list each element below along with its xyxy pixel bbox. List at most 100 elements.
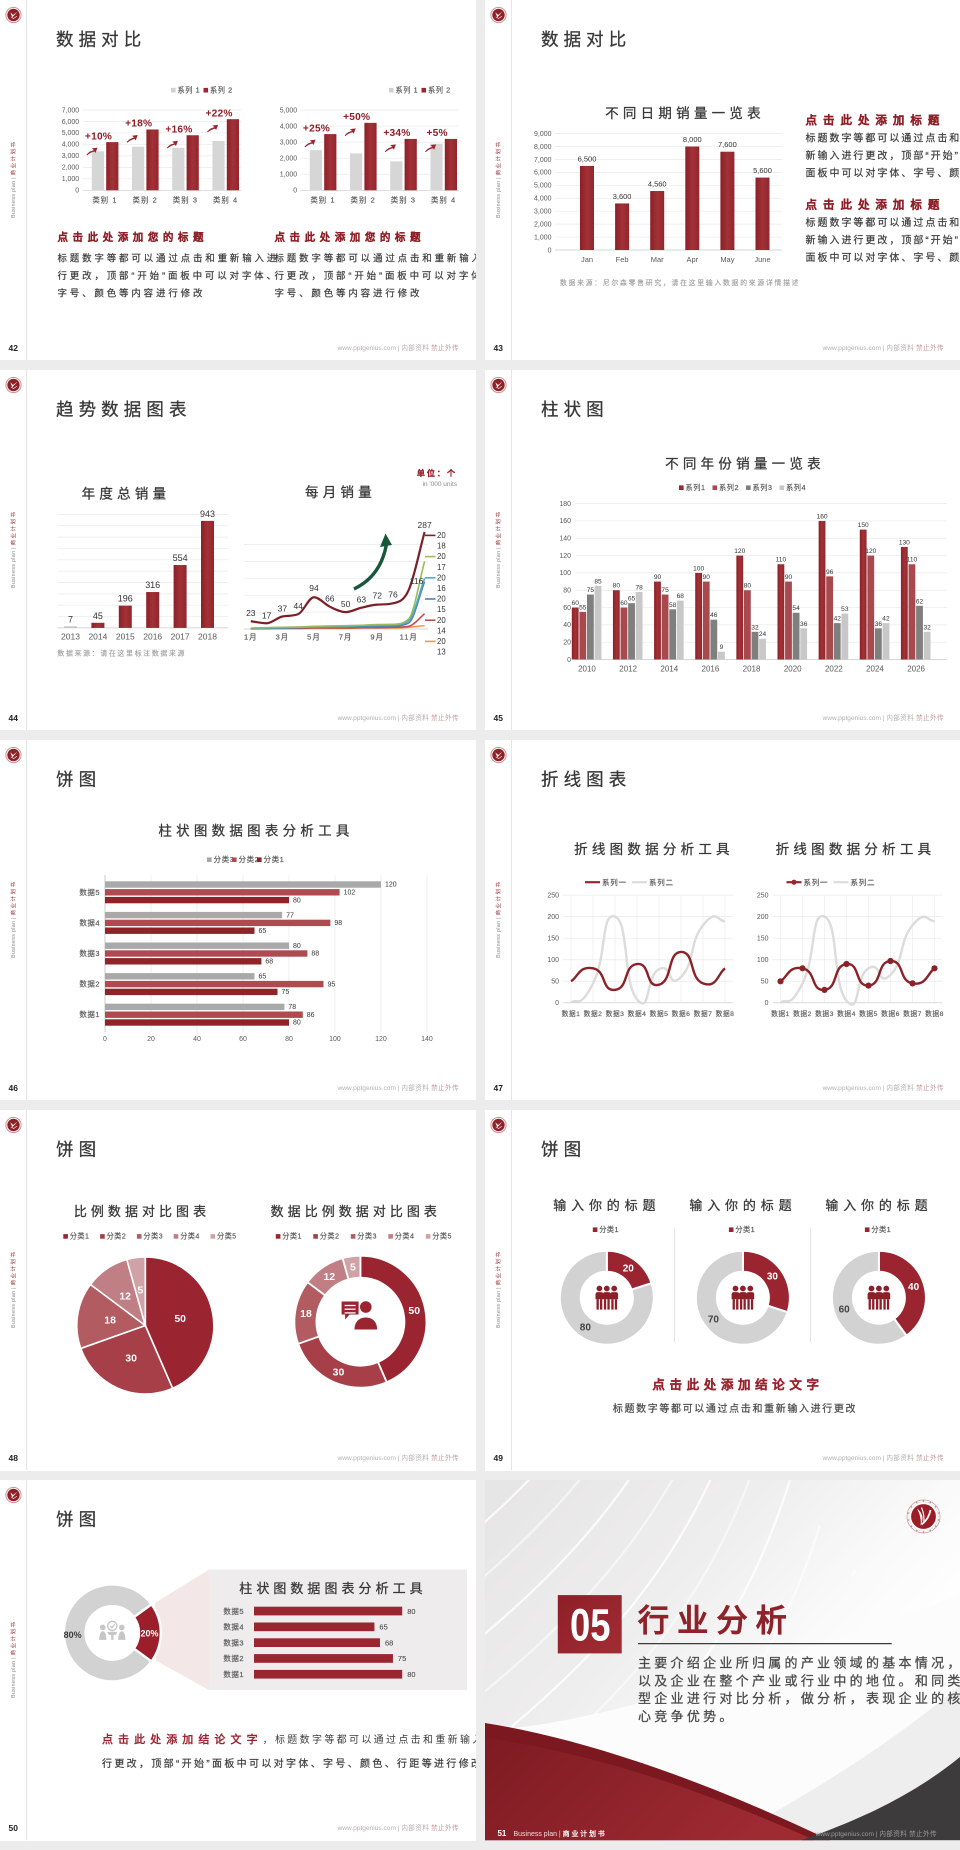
svg-text:数据来源：尼尔森零售研究，请在这里输入数据的来源详情描述: 数据来源：尼尔森零售研究，请在这里输入数据的来源详情描述 [560, 278, 800, 287]
svg-text:+16%: +16% [165, 124, 192, 135]
svg-text:120: 120 [734, 548, 745, 555]
svg-text:饼图: 饼图 [56, 770, 101, 790]
svg-text:65: 65 [258, 928, 266, 935]
svg-text:行业分析: 行业分析 [637, 1604, 795, 1639]
svg-text:53: 53 [841, 606, 849, 613]
svg-text:Business plan | 商业计划书: Business plan | 商业计划书 [9, 1621, 17, 1699]
svg-text:+50%: +50% [343, 112, 370, 123]
svg-text:系列一: 系列一 [803, 877, 828, 887]
svg-text:120: 120 [865, 548, 876, 555]
svg-text:120: 120 [375, 1036, 387, 1043]
svg-text:数据2: 数据2 [583, 1009, 602, 1018]
svg-text:44: 44 [9, 713, 19, 723]
svg-text:130: 130 [898, 540, 909, 547]
svg-text:3,000: 3,000 [280, 139, 298, 146]
svg-text:点击此处添加标题: 点击此处添加标题 [805, 113, 945, 127]
svg-text:75: 75 [661, 587, 669, 594]
svg-text:5: 5 [138, 1286, 144, 1297]
svg-text:+5%: +5% [426, 128, 447, 139]
svg-text:18: 18 [104, 1316, 116, 1327]
svg-text:类别 2: 类别 2 [351, 195, 376, 204]
svg-text:年度总销量: 年度总销量 [82, 487, 171, 502]
svg-text:系列二: 系列二 [850, 877, 875, 887]
svg-text:in '000 units: in '000 units [423, 481, 458, 488]
svg-text:37: 37 [278, 604, 288, 614]
svg-text:系列2: 系列2 [719, 483, 739, 492]
svg-text:分类4: 分类4 [180, 1232, 200, 1241]
svg-text:www.pptgenius.com | 内部资料 禁止外传: www.pptgenius.com | 内部资料 禁止外传 [336, 713, 459, 722]
svg-text:12: 12 [323, 1272, 335, 1283]
svg-text:2026: 2026 [907, 665, 925, 674]
svg-text:8,000: 8,000 [682, 135, 701, 144]
svg-text:32: 32 [751, 624, 759, 631]
svg-text:www.pptgenius.com | 内部资料 禁止外传: www.pptgenius.com | 内部资料 禁止外传 [336, 1823, 459, 1832]
svg-text:32: 32 [923, 624, 931, 631]
svg-text:标题数字等都可以通过点击和重新输入进行更改: 标题数字等都可以通过点击和重新输入进行更改 [612, 1402, 856, 1415]
svg-text:200: 200 [547, 914, 559, 921]
svg-text:90: 90 [702, 574, 710, 581]
svg-text:65: 65 [379, 1623, 387, 1632]
svg-text:6,000: 6,000 [62, 119, 80, 126]
svg-text:柱状图数据图表分析工具: 柱状图数据图表分析工具 [239, 1581, 426, 1596]
svg-text:80%: 80% [64, 1630, 82, 1640]
svg-text:80: 80 [407, 1607, 415, 1616]
svg-text:标题数字等都可以通过点击和重: 标题数字等都可以通过点击和重 [805, 131, 960, 144]
svg-text:数据2: 数据2 [793, 1009, 812, 1018]
svg-text:140: 140 [421, 1036, 433, 1043]
svg-text:趋势数据图表: 趋势数据图表 [56, 400, 192, 420]
svg-text:68: 68 [265, 959, 273, 966]
svg-text:2010: 2010 [578, 665, 596, 674]
svg-text:110: 110 [906, 557, 917, 564]
svg-text:68: 68 [385, 1639, 393, 1648]
svg-text:Business plan | 商业计划书: Business plan | 商业计划书 [494, 140, 502, 218]
svg-text:42: 42 [882, 616, 890, 623]
svg-text:160: 160 [816, 514, 827, 521]
svg-text:类别 1: 类别 1 [92, 195, 117, 204]
svg-text:4,000: 4,000 [534, 196, 552, 203]
svg-text:65: 65 [258, 974, 266, 981]
svg-text:饼图: 饼图 [541, 1140, 586, 1160]
svg-text:标题数字等都可以通过点击和重: 标题数字等都可以通过点击和重 [805, 216, 960, 229]
svg-text:20: 20 [437, 637, 446, 646]
svg-text:150: 150 [756, 936, 768, 943]
svg-text:www.pptgenius.com | 内部资料 禁止外传: www.pptgenius.com | 内部资料 禁止外传 [336, 1083, 459, 1092]
svg-text:20: 20 [563, 640, 571, 647]
svg-text:2014: 2014 [660, 665, 678, 674]
svg-text:160: 160 [559, 518, 571, 525]
svg-text:1,000: 1,000 [280, 172, 298, 179]
svg-text:14: 14 [437, 626, 446, 635]
svg-text:主要介绍企业所归属的产业领域的基本情况，: 主要介绍企业所归属的产业领域的基本情况， [638, 1656, 960, 1671]
svg-text:www.pptgenius.com | 内部资料 禁止外传: www.pptgenius.com | 内部资料 禁止外传 [336, 343, 459, 352]
svg-text:9月: 9月 [370, 633, 384, 642]
svg-text:100: 100 [329, 1036, 341, 1043]
svg-text:数据6: 数据6 [671, 1009, 690, 1018]
svg-text:新输入进行更改，顶部“开始”: 新输入进行更改，顶部“开始” [805, 233, 959, 246]
svg-text:49: 49 [493, 1453, 503, 1463]
svg-text:系列1: 系列1 [685, 483, 705, 492]
svg-text:85: 85 [594, 578, 602, 585]
svg-text:42: 42 [833, 616, 841, 623]
svg-text:100: 100 [559, 570, 571, 577]
svg-text:型企业进行对比分析，做分析，表现企业的核: 型企业进行对比分析，做分析，表现企业的核 [638, 1691, 960, 1706]
svg-text:100: 100 [756, 957, 768, 964]
svg-text:18: 18 [300, 1309, 312, 1320]
svg-text:15: 15 [437, 605, 446, 614]
svg-text:20: 20 [437, 573, 446, 582]
svg-text:80: 80 [579, 1323, 591, 1334]
svg-text:分类5: 分类5 [432, 1232, 452, 1241]
svg-text:40: 40 [563, 622, 571, 629]
svg-text:1月: 1月 [244, 633, 258, 642]
svg-text:94: 94 [309, 583, 319, 593]
svg-text:+34%: +34% [383, 128, 410, 139]
svg-text:44: 44 [293, 601, 303, 611]
svg-text:102: 102 [344, 890, 356, 897]
svg-text:60: 60 [239, 1036, 247, 1043]
svg-text:Business plan | 商业计划书: Business plan | 商业计划书 [494, 881, 502, 959]
svg-text:70: 70 [707, 1315, 719, 1326]
svg-text:数据8: 数据8 [925, 1009, 944, 1018]
svg-text:数据5: 数据5 [223, 1606, 244, 1616]
svg-text:150: 150 [857, 522, 868, 529]
svg-text:2,000: 2,000 [534, 221, 552, 228]
svg-text:www.pptgenius.com | 内部资料 禁止外传: www.pptgenius.com | 内部资料 禁止外传 [336, 1453, 459, 1462]
svg-text:系列 1: 系列 1 [395, 85, 418, 94]
